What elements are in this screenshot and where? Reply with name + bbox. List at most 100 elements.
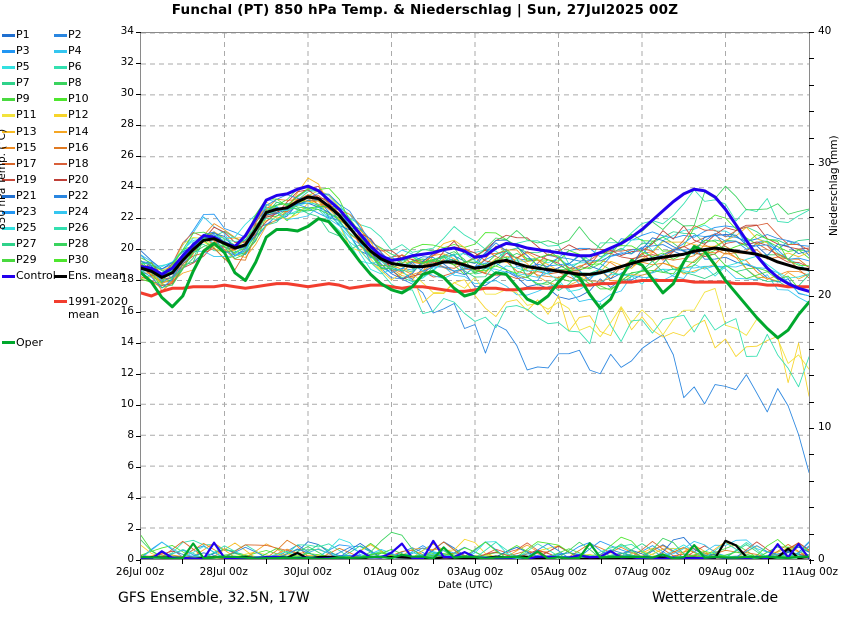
legend-swatch-icon bbox=[2, 146, 15, 150]
legend-swatch-icon bbox=[54, 300, 67, 304]
legend-row: P21 P22 bbox=[2, 189, 128, 205]
legend-label: P9 bbox=[16, 92, 30, 106]
y-axis-tick-mark-right bbox=[809, 190, 814, 192]
y-axis-tick-mark-right bbox=[809, 454, 814, 456]
legend-swatch-icon bbox=[54, 66, 67, 69]
y-axis-tick-label-left: 32 bbox=[120, 56, 134, 69]
legend-item-p7: P7 bbox=[2, 76, 54, 91]
x-axis-tick-label: 07Aug 00z bbox=[614, 566, 671, 578]
y-axis-tick-mark-left bbox=[136, 435, 141, 437]
legend-swatch-icon bbox=[2, 227, 15, 230]
legend-swatch-icon bbox=[54, 98, 67, 101]
legend-label: P25 bbox=[16, 221, 37, 235]
legend-label: 1991-2020 mean bbox=[68, 294, 128, 321]
x-axis-tick-mark bbox=[810, 559, 811, 564]
x-axis-tick-mark bbox=[475, 559, 476, 564]
ensemble-member-line bbox=[141, 189, 809, 283]
x-axis-tick-label: 03Aug 00z bbox=[446, 566, 504, 578]
y-axis-tick-label-left: 16 bbox=[120, 304, 134, 317]
legend-row: P3 P4 bbox=[2, 44, 128, 60]
legend-row: Control Ens. mean bbox=[2, 269, 128, 285]
legend-row: P11 P12 bbox=[2, 108, 128, 124]
y-axis-tick-mark-left bbox=[136, 466, 141, 468]
legend-item-p22: P22 bbox=[54, 189, 106, 204]
legend-swatch-icon bbox=[2, 66, 15, 69]
legend-label: P20 bbox=[68, 172, 89, 186]
legend-item-control: Control bbox=[2, 269, 56, 284]
legend-label: P14 bbox=[68, 124, 89, 138]
legend-item-p23: P23 bbox=[2, 205, 54, 220]
y-axis-tick-mark-right bbox=[809, 216, 814, 218]
legend-label: P21 bbox=[16, 188, 37, 202]
legend-swatch-icon bbox=[54, 114, 67, 118]
ensemble-member-line bbox=[141, 207, 809, 292]
y-axis-tick-mark-left bbox=[136, 404, 141, 406]
y-axis-tick-mark-left bbox=[136, 63, 141, 65]
legend-item-p15: P15 bbox=[2, 141, 54, 156]
legend-label: P16 bbox=[68, 140, 89, 154]
legend-item-p5: P5 bbox=[2, 60, 54, 75]
y-axis-tick-mark-right bbox=[809, 164, 814, 165]
legend-item-oper: Oper bbox=[2, 336, 54, 351]
y-axis-tick-mark-right bbox=[809, 243, 814, 245]
legend-swatch-icon bbox=[2, 243, 15, 246]
x-axis-tick-mark bbox=[516, 559, 518, 564]
y-axis-tick-mark-right bbox=[809, 428, 814, 429]
legend-swatch-icon bbox=[2, 194, 15, 198]
legend-label: P27 bbox=[16, 237, 37, 251]
legend-swatch-icon bbox=[2, 275, 15, 279]
legend-item-p20: P20 bbox=[54, 173, 106, 188]
y-axis-tick-label-left: 0 bbox=[127, 553, 134, 565]
y-axis-tick-mark-right bbox=[809, 480, 814, 482]
y-axis-tick-label-right: 30 bbox=[818, 157, 832, 169]
y-axis-tick-mark-right bbox=[809, 137, 814, 139]
legend-label: Oper bbox=[16, 335, 43, 349]
legend-swatch-icon bbox=[54, 194, 67, 198]
legend-label: P30 bbox=[68, 253, 89, 267]
x-axis-tick-label: 11Aug 00z bbox=[781, 566, 839, 578]
y-axis-tick-label-left: 24 bbox=[120, 180, 134, 193]
y-axis-title-left: 850 hPa Temp. (°C) bbox=[0, 128, 8, 230]
legend-swatch-icon bbox=[2, 341, 15, 345]
y-axis-tick-mark-left bbox=[136, 218, 141, 220]
legend-label: P2 bbox=[68, 28, 82, 41]
legend-label: P5 bbox=[16, 60, 30, 74]
x-axis-tick-mark bbox=[181, 559, 183, 564]
y-axis-tick-label-left: 20 bbox=[120, 242, 134, 255]
y-axis-tick-label-right: 0 bbox=[818, 553, 825, 565]
legend-item-p8: P8 bbox=[54, 76, 106, 91]
x-axis-title: Date (UTC) bbox=[438, 580, 493, 591]
legend-swatch-icon bbox=[2, 130, 15, 134]
y-axis-tick-label-left: 30 bbox=[120, 87, 134, 100]
legend-label: Ens. mean bbox=[68, 269, 126, 283]
y-axis-tick-mark-left bbox=[136, 373, 141, 375]
legend-row: P7 P8 bbox=[2, 76, 128, 92]
y-axis-tick-mark-left bbox=[136, 560, 141, 561]
legend-row: P25 P26 bbox=[2, 221, 128, 237]
legend-item-p24: P24 bbox=[54, 205, 106, 220]
y-axis-tick-label-left: 14 bbox=[120, 335, 134, 348]
x-axis-tick-mark bbox=[600, 559, 602, 564]
y-axis-tick-mark-right bbox=[809, 401, 814, 403]
legend-item-p12: P12 bbox=[54, 108, 106, 123]
y-axis-tick-label-right: 10 bbox=[818, 421, 832, 433]
y-axis-tick-mark-right bbox=[809, 296, 814, 297]
y-axis-tick-mark-left bbox=[136, 32, 141, 33]
y-axis-tick-label-right: 40 bbox=[818, 25, 832, 37]
y-axis-tick-mark-left bbox=[136, 497, 141, 499]
legend-label: P22 bbox=[68, 188, 89, 202]
legend-item-p27: P27 bbox=[2, 237, 54, 252]
y-axis-tick-mark-left bbox=[136, 187, 141, 189]
legend-item-p30: P30 bbox=[54, 253, 106, 268]
legend-label: P15 bbox=[16, 140, 37, 154]
legend-swatch-icon bbox=[2, 162, 15, 166]
x-axis-tick-mark bbox=[349, 559, 351, 564]
legend-label: P8 bbox=[68, 76, 82, 90]
legend-swatch-icon bbox=[2, 82, 15, 85]
y-axis-tick-label-right: 20 bbox=[818, 289, 832, 301]
legend-label: P12 bbox=[68, 108, 89, 122]
legend-item-p28: P28 bbox=[54, 237, 106, 252]
y-axis-tick-mark-left bbox=[136, 342, 141, 344]
footer-model-info: GFS Ensemble, 32.5N, 17W bbox=[118, 590, 310, 606]
legend-row: P9 P10 bbox=[2, 92, 128, 108]
